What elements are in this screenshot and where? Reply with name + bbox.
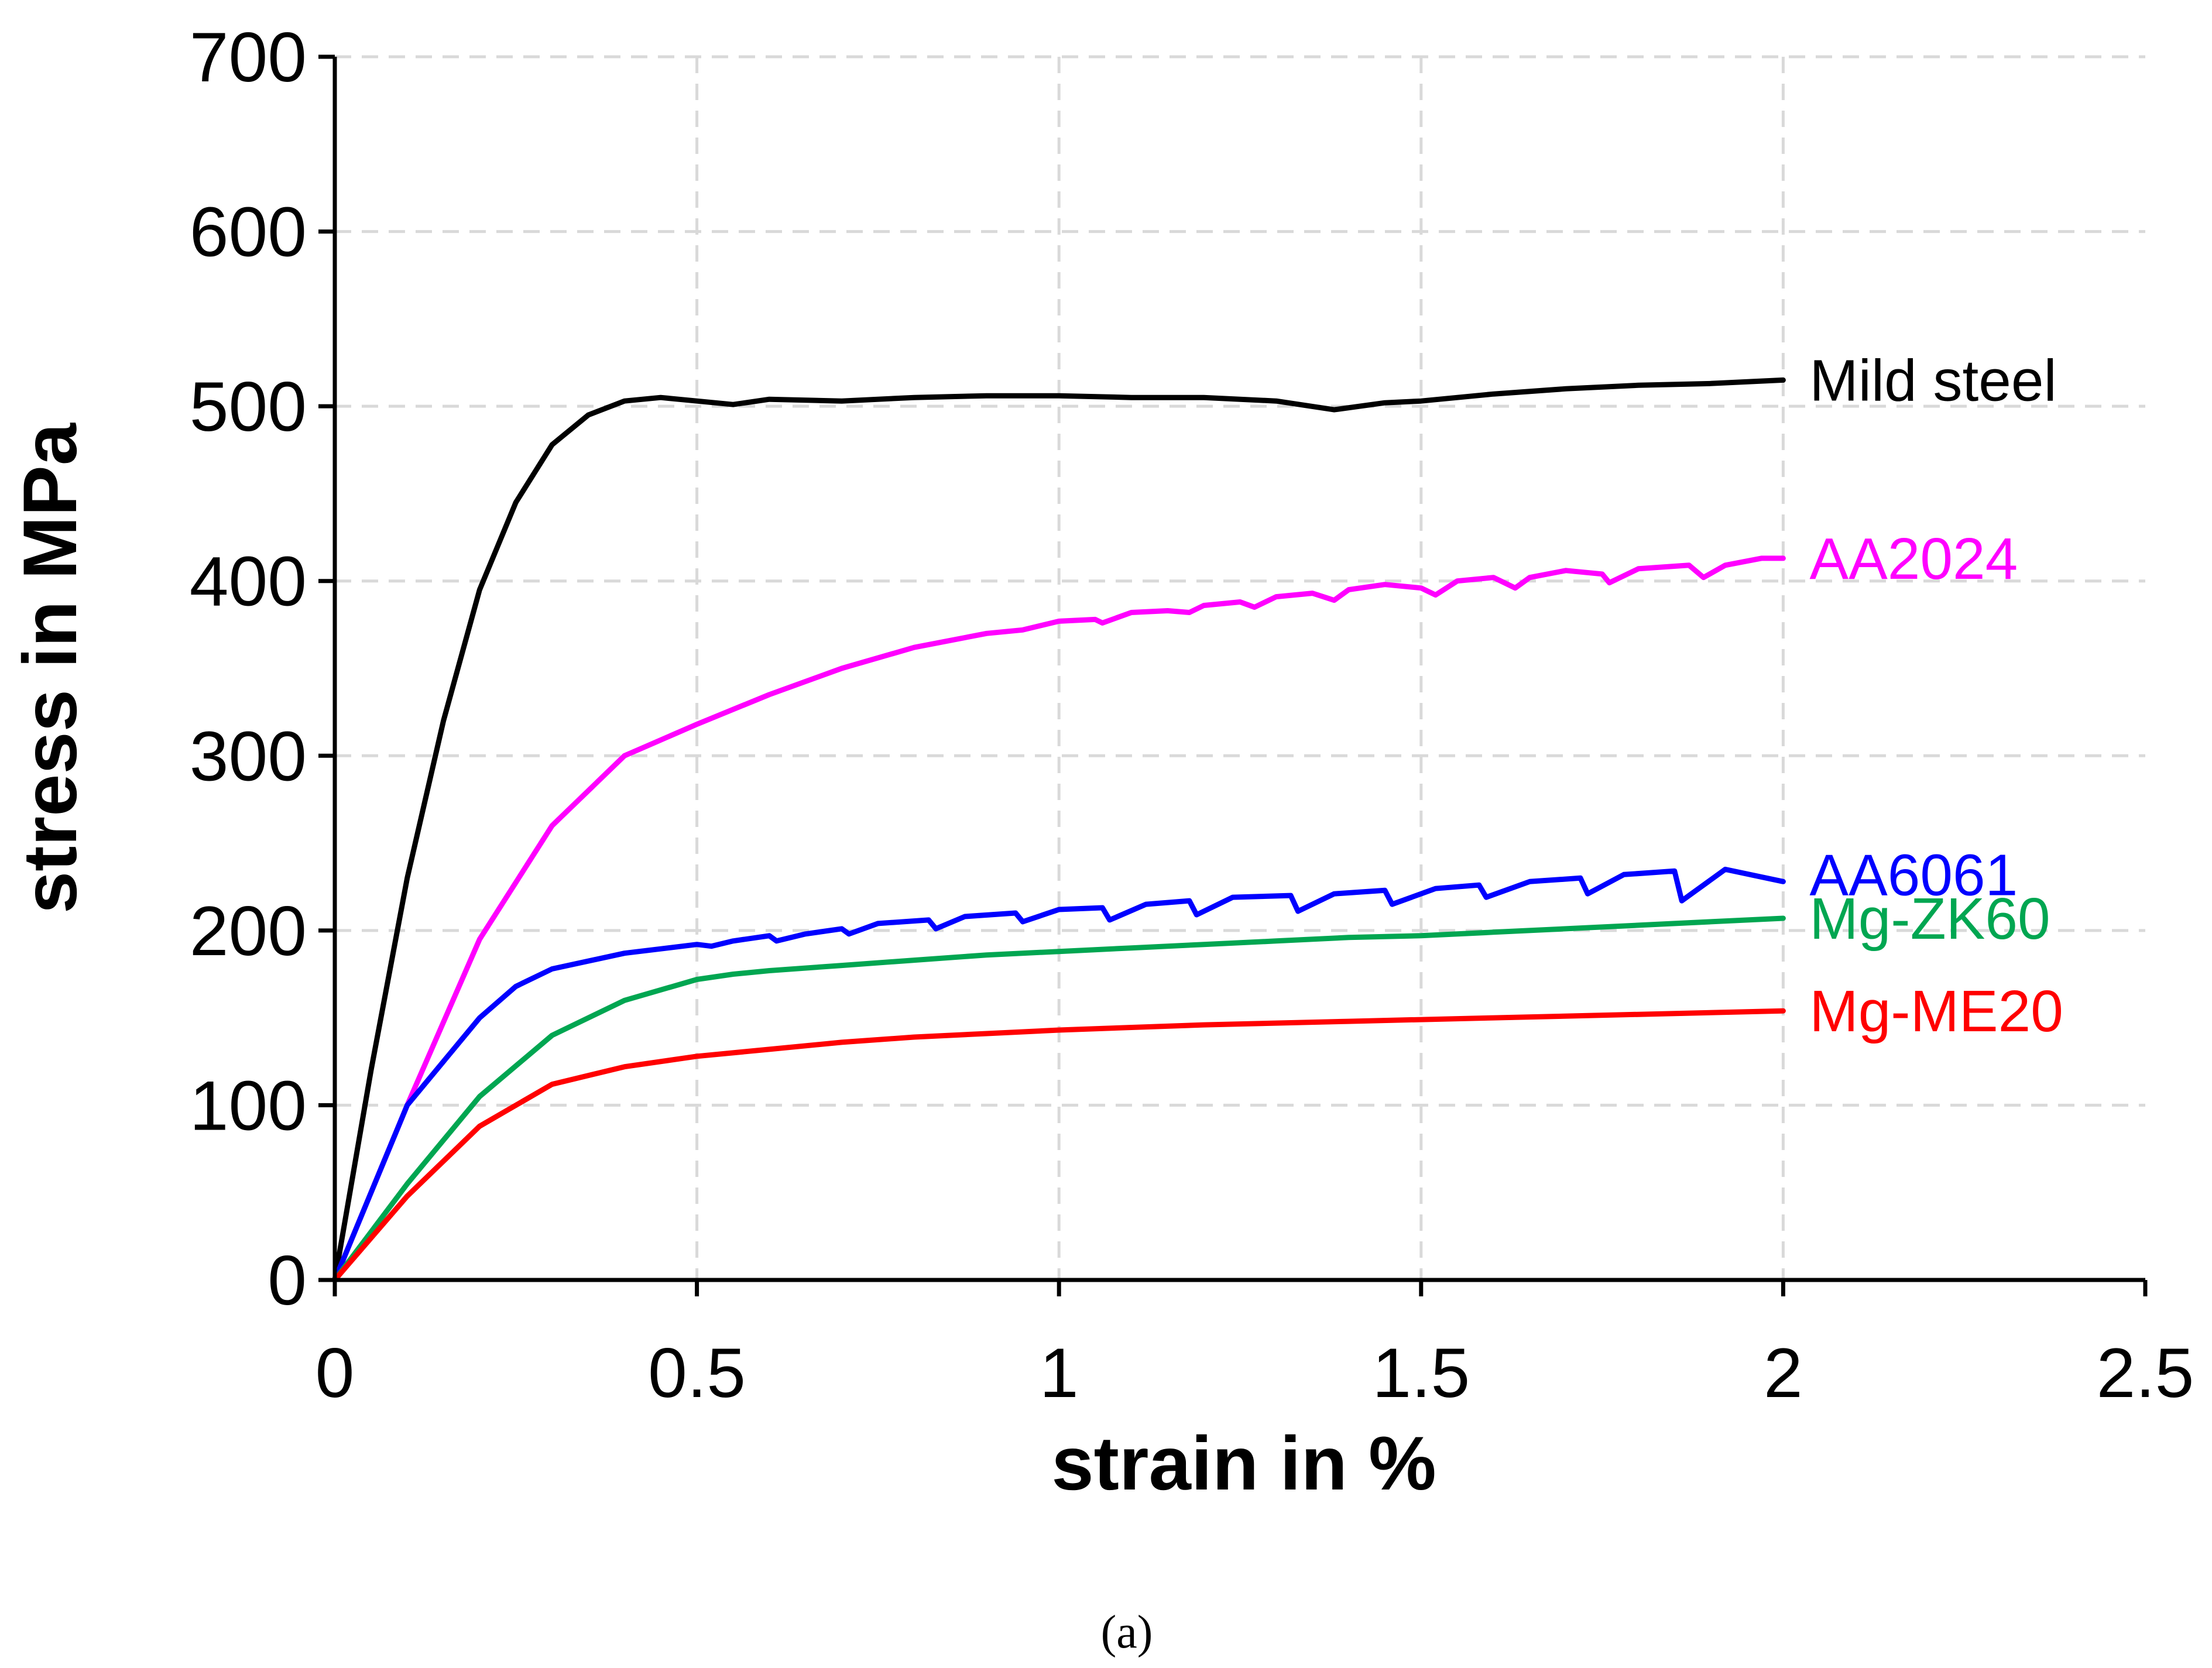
y-axis-title: stress in MPa xyxy=(7,422,92,914)
y-tick-label: 300 xyxy=(190,717,307,795)
tick-labels: 0 100 200 300 400 500 600 700 0 0.5 1 1.5 2 2.5 xyxy=(190,18,2194,1412)
y-tick-label: 0 xyxy=(268,1241,307,1320)
x-tick-label: 2.5 xyxy=(2097,1334,2194,1412)
series-label-aa6061: AA6061 xyxy=(1809,842,2018,908)
series-label-mg-me20: Mg-ME20 xyxy=(1809,979,2063,1044)
figure-caption: (a) xyxy=(1101,1607,1153,1658)
y-tick-label: 400 xyxy=(190,543,307,621)
x-tick-label: 1 xyxy=(1040,1334,1079,1412)
x-tick-label: 2 xyxy=(1764,1334,1803,1412)
series-group xyxy=(332,377,1786,1283)
series-line-aa6061 xyxy=(332,866,1786,1283)
y-tick-label: 700 xyxy=(190,18,307,97)
x-tick-label: 1.5 xyxy=(1372,1334,1470,1412)
series-label-aa2024: AA2024 xyxy=(1809,526,2018,592)
series-label-mild-steel: Mild steel xyxy=(1809,348,2056,413)
x-axis-title: strain in % xyxy=(1051,1420,1436,1506)
x-tick-label: 0 xyxy=(315,1334,355,1412)
y-tick-label: 100 xyxy=(190,1066,307,1145)
y-tick-label: 500 xyxy=(190,368,307,446)
y-tick-label: 600 xyxy=(190,193,307,272)
axes xyxy=(318,54,2148,1296)
series-label-mg-zk60: Mg-ZK60 xyxy=(1809,886,2050,952)
series-line-mild-steel xyxy=(332,377,1786,1283)
x-tick-label: 0.5 xyxy=(648,1334,746,1412)
grid-lines xyxy=(335,55,2145,1280)
y-tick-label: 200 xyxy=(190,892,307,970)
series-line-aa2024 xyxy=(332,555,1786,1283)
series-line-mg-me20 xyxy=(332,1008,1786,1283)
series-line-mg-zk60 xyxy=(332,915,1786,1283)
